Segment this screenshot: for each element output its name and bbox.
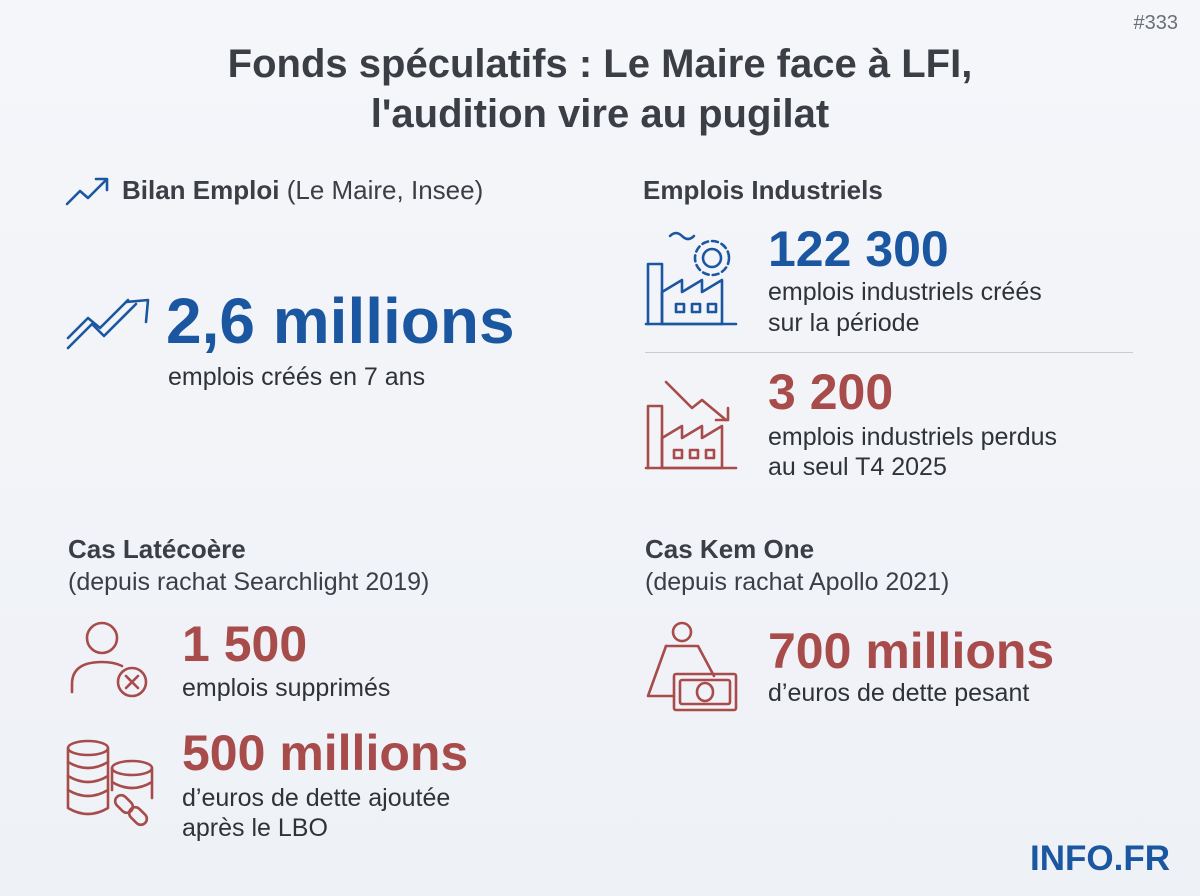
stat-value: 3 200 (768, 364, 894, 420)
stat-label: d’euros de dette pesant (768, 679, 1030, 707)
section-heading: Bilan Emploi (Le Maire, Insee) (122, 174, 483, 206)
stat-label: après le LBO (182, 814, 328, 842)
section-subheading: (depuis rachat Apollo 2021) (645, 568, 950, 596)
section-heading: Emplois Industriels (643, 175, 883, 205)
factory-down-icon (644, 380, 738, 470)
section-heading: Cas Latécoère (68, 534, 246, 564)
separator (645, 352, 1133, 353)
stat-value: 700 millions (768, 623, 1055, 679)
coins-debt-icon (66, 739, 154, 827)
stat-label: emplois industriels créés (768, 278, 1042, 306)
trend-icon (66, 298, 150, 350)
stat-label: emplois supprimés (182, 674, 391, 702)
title-line: l'audition vire au pugilat (370, 92, 830, 136)
trend-icon (65, 177, 109, 206)
stat-value: 122 300 (768, 221, 949, 277)
factory-icon (644, 231, 738, 326)
person-remove-icon (70, 621, 148, 698)
title-line: Fonds spéculatifs : Le Maire face à LFI, (227, 42, 973, 86)
weight-money-icon (646, 621, 738, 712)
section-subheading: (depuis rachat Searchlight 2019) (68, 568, 430, 596)
stat-value: 2,6 millions (166, 285, 515, 357)
stat-value: 1 500 (182, 616, 308, 672)
section-heading: Cas Kem One (645, 534, 815, 564)
source: (Le Maire, Insee) (286, 175, 484, 205)
stat-label: au seul T4 2025 (768, 453, 947, 481)
stat-value: 500 millions (182, 725, 469, 781)
brand-logo: INFO.FR (1030, 839, 1170, 878)
heading: Bilan Emploi (122, 175, 280, 205)
stat-label: emplois créés en 7 ans (168, 363, 426, 391)
badge: #333 (1133, 12, 1179, 34)
stat-label: emplois industriels perdus (768, 423, 1058, 451)
stat-label: sur la période (768, 309, 920, 337)
stat-label: d’euros de dette ajoutée (182, 784, 451, 812)
